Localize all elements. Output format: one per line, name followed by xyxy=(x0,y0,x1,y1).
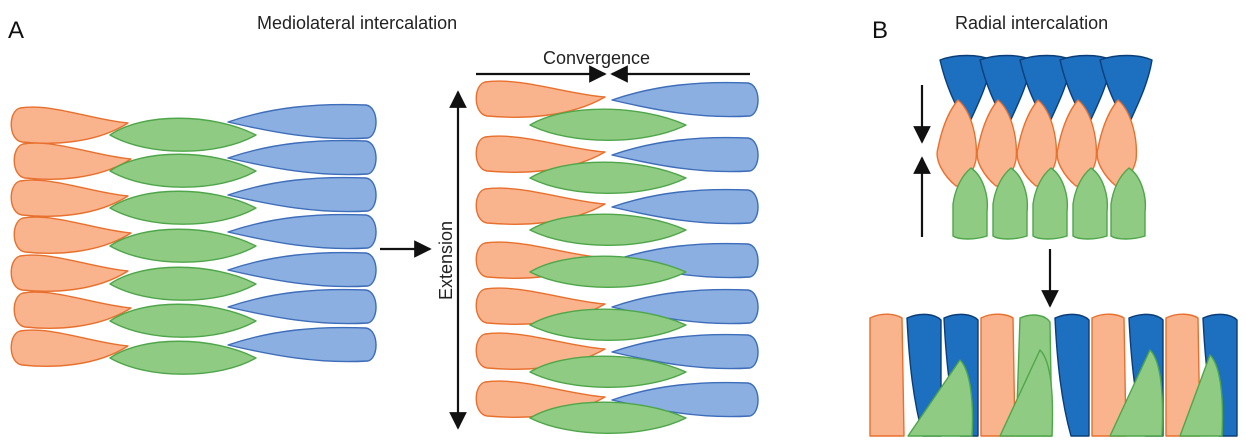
orange-cell xyxy=(936,99,978,187)
blue-cell xyxy=(227,251,377,288)
orange-cell xyxy=(10,329,129,367)
orange-cell xyxy=(10,106,129,144)
green-cell xyxy=(109,303,257,338)
orange-cell xyxy=(13,142,132,180)
orange-cell xyxy=(976,99,1018,187)
blue-cell xyxy=(227,139,377,176)
blue-cell xyxy=(227,213,377,250)
green-cell xyxy=(1072,167,1109,240)
green-cell xyxy=(529,161,687,194)
orange-cell xyxy=(1056,99,1098,187)
radially-intercalated-sheet xyxy=(869,313,1238,437)
dark-blue-cell xyxy=(1019,54,1073,127)
orange-cell xyxy=(13,291,132,329)
blue-cell xyxy=(227,326,377,363)
blue-cell xyxy=(611,188,759,225)
intercalated-cell-sheet xyxy=(475,80,759,434)
dark-blue-cell xyxy=(1054,313,1090,437)
extension-label: Extension xyxy=(436,221,456,300)
panel-b-letter: B xyxy=(872,17,888,44)
blue-cell xyxy=(227,288,377,325)
green-cell xyxy=(1032,167,1069,240)
green-cell xyxy=(1109,349,1164,437)
green-cell xyxy=(1179,354,1224,437)
blue-cell xyxy=(611,333,759,370)
dark-blue-cell xyxy=(979,54,1033,127)
orange-cell xyxy=(10,179,129,217)
green-cell xyxy=(992,167,1029,240)
panel-b-title: Radial intercalation xyxy=(955,13,1108,33)
initial-cell-sheet xyxy=(10,103,377,375)
panel-a-title: Mediolateral intercalation xyxy=(257,13,457,33)
green-cell xyxy=(109,266,257,301)
green-cell xyxy=(529,213,687,246)
green-cell xyxy=(1110,167,1147,240)
green-cell xyxy=(109,153,257,188)
dark-blue-cell xyxy=(1099,54,1153,127)
orange-cell xyxy=(13,216,132,254)
green-cell xyxy=(999,349,1054,437)
blue-cell xyxy=(611,81,759,118)
green-cell xyxy=(529,308,687,341)
orange-cell xyxy=(10,254,129,292)
green-cell xyxy=(529,401,687,434)
dark-blue-cell xyxy=(1059,54,1113,127)
green-cell xyxy=(907,359,974,437)
panel-a-letter: A xyxy=(8,17,24,44)
green-cell xyxy=(529,108,687,141)
dark-blue-cell xyxy=(939,54,993,127)
convergence-label: Convergence xyxy=(543,48,650,68)
orange-cell xyxy=(869,313,905,437)
green-cell xyxy=(529,255,687,288)
green-cell xyxy=(109,340,257,375)
green-cell xyxy=(109,190,257,225)
blue-cell xyxy=(227,103,377,140)
green-cell xyxy=(529,355,687,388)
blue-cell xyxy=(227,176,377,213)
orange-cell xyxy=(1016,99,1058,187)
blue-cell xyxy=(611,136,759,173)
green-cell xyxy=(109,117,257,152)
green-cell xyxy=(109,228,257,263)
green-cell xyxy=(952,167,989,240)
layered-cell-sheet xyxy=(936,54,1153,240)
